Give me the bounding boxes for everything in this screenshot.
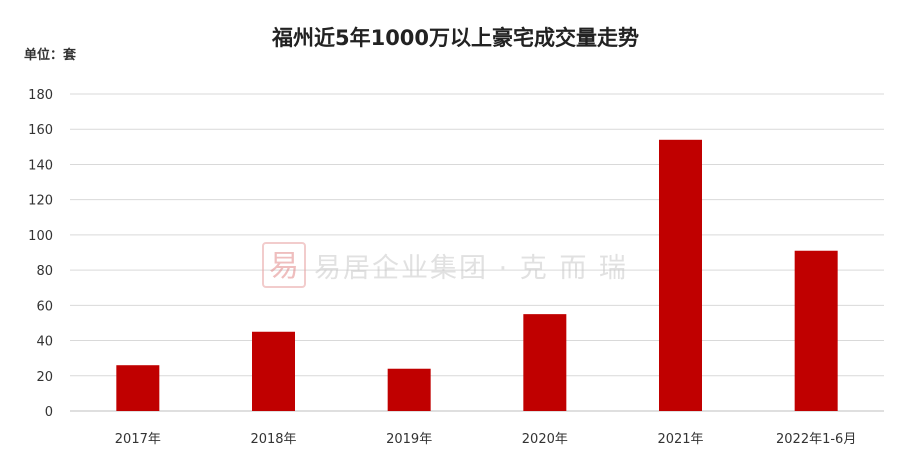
chart-title: 福州近5年1000万以上豪宅成交量走势 [271,26,640,50]
y-tick-label: 40 [36,335,53,350]
y-tick-label: 60 [36,299,53,314]
y-tick-label: 100 [28,229,53,244]
y-tick-label: 160 [28,123,53,138]
bar [116,365,160,411]
y-tick-label: 20 [36,370,53,385]
y-tick-label: 0 [45,405,53,420]
bar [794,250,838,411]
bar [387,368,431,411]
bar [523,314,567,411]
x-tick-label: 2020年 [522,432,568,447]
x-tick-label: 2019年 [386,432,432,447]
watermark: 易 易居企业集团 · 克 而 瑞 [262,242,628,288]
y-tick-label: 180 [28,88,53,103]
bar [659,139,702,412]
y-tick-label: 120 [28,194,53,209]
x-tick-label: 2022年1-6月 [776,432,856,447]
y-tick-label: 80 [36,264,53,279]
x-tick-label: 2017年 [115,432,161,447]
x-tick-label: 2018年 [250,432,296,447]
watermark-seal-icon: 易 [262,242,306,288]
watermark-text: 易居企业集团 · 克 而 瑞 [314,252,628,284]
bar [252,331,295,411]
x-tick-label: 2021年 [657,432,703,447]
y-tick-label: 140 [28,158,53,173]
unit-label: 单位：套 [24,48,77,63]
